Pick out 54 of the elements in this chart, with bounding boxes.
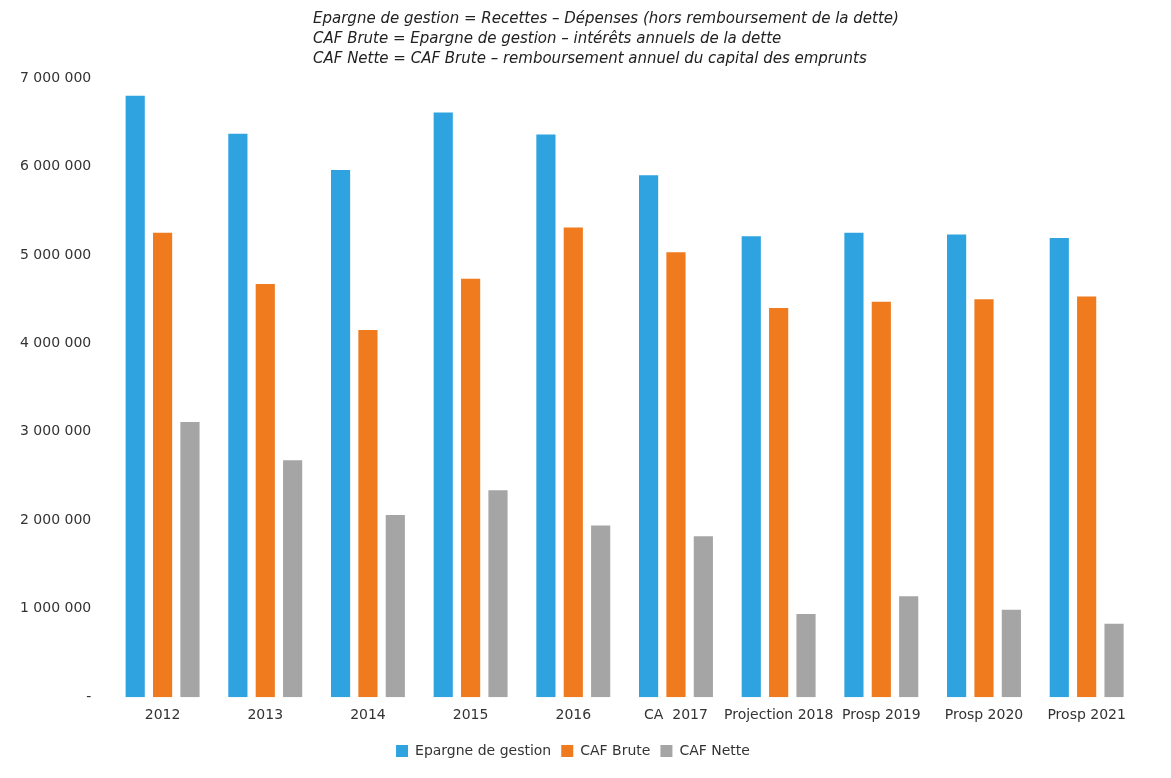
x-tick-label: 2016 xyxy=(555,706,592,723)
legend-label: CAF Brute xyxy=(580,741,651,758)
x-tick-label: 2013 xyxy=(247,706,284,723)
x-tick-label: Prosp 2020 xyxy=(944,706,1024,723)
text: Epargne de gestion = Recettes – Dépenses (hors remboursement de la dette) xyxy=(313,8,899,28)
x-tick-label: Prosp 2019 xyxy=(842,706,921,723)
bar xyxy=(1104,623,1124,698)
bar xyxy=(1077,296,1097,698)
bar xyxy=(358,330,378,698)
y-tick-label: 5 000 000 xyxy=(19,245,92,262)
bar xyxy=(1049,238,1069,698)
bar xyxy=(433,112,453,698)
legend-label: CAF Nette xyxy=(679,741,750,758)
bar xyxy=(488,490,508,698)
bar xyxy=(899,596,919,698)
bar xyxy=(947,234,967,698)
bar xyxy=(844,232,864,698)
bar xyxy=(563,227,583,698)
x-tick-label: Prosp 2021 xyxy=(1047,706,1126,723)
bar xyxy=(536,134,556,698)
bar xyxy=(591,525,611,698)
y-tick-label: 7 000 000 xyxy=(19,68,92,85)
y-tick-label: 2 000 000 xyxy=(19,510,92,527)
bar xyxy=(283,460,303,698)
bar xyxy=(1001,609,1021,698)
x-tick-label: Projection 2018 xyxy=(723,706,834,723)
y-tick-label: 1 000 000 xyxy=(19,599,92,616)
bar xyxy=(125,95,145,698)
bar xyxy=(741,236,761,698)
bar xyxy=(871,301,891,698)
x-tick-label: CA 2017 xyxy=(644,706,708,723)
text: CAF Brute = Epargne de gestion – intérêts annuels de la dette xyxy=(313,28,783,48)
bar xyxy=(330,170,351,698)
bar xyxy=(639,175,659,698)
bar xyxy=(796,614,816,698)
x-tick-label: 2014 xyxy=(350,706,386,723)
text: CAF Nette = CAF Brute – remboursement annuel du capital des emprunts xyxy=(313,48,868,68)
y-tick-label: 4 000 000 xyxy=(19,334,92,351)
x-tick-label: 2015 xyxy=(452,706,489,723)
bar xyxy=(180,422,200,698)
y-tick-label: 6 000 000 xyxy=(19,157,92,174)
y-tick-label: 3 000 000 xyxy=(19,422,92,439)
bar xyxy=(385,514,405,698)
bar xyxy=(769,307,789,698)
y-tick-label: - xyxy=(86,687,92,704)
bar xyxy=(693,536,713,698)
x-tick-label: 2012 xyxy=(144,706,181,723)
legend-label: Epargne de gestion xyxy=(415,741,552,758)
bar xyxy=(974,299,994,698)
bar xyxy=(228,133,248,698)
bar xyxy=(255,284,275,698)
bar xyxy=(461,278,481,698)
bar xyxy=(666,252,686,698)
bar xyxy=(153,232,173,698)
